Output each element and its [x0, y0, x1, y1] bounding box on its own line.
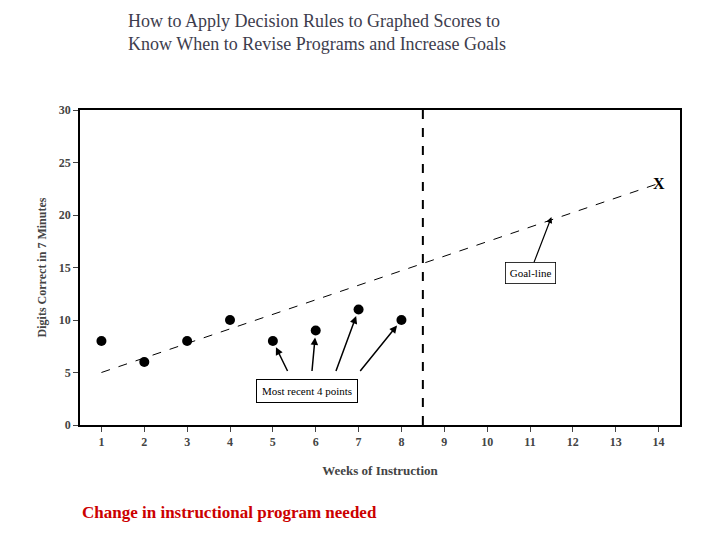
svg-text:3: 3: [184, 435, 190, 449]
svg-text:6: 6: [313, 435, 319, 449]
svg-text:Weeks of Instruction: Weeks of Instruction: [322, 463, 438, 478]
svg-text:14: 14: [653, 435, 665, 449]
svg-text:12: 12: [567, 435, 579, 449]
svg-text:10: 10: [59, 313, 71, 327]
svg-text:5: 5: [65, 366, 71, 380]
svg-text:Most recent 4 points: Most recent 4 points: [262, 385, 352, 397]
svg-text:How to Apply Decision Rules to: How to Apply Decision Rules to Graphed S…: [128, 11, 506, 54]
svg-text:25: 25: [59, 156, 71, 170]
svg-text:4: 4: [227, 435, 233, 449]
svg-text:X: X: [653, 175, 665, 192]
svg-text:13: 13: [610, 435, 622, 449]
svg-text:10: 10: [481, 435, 493, 449]
svg-text:7: 7: [356, 435, 362, 449]
svg-text:Goal-line: Goal-line: [510, 267, 552, 279]
svg-text:20: 20: [59, 208, 71, 222]
svg-text:5: 5: [270, 435, 276, 449]
svg-text:Digits Correct in 7 Minutes: Digits Correct in 7 Minutes: [35, 197, 49, 337]
svg-text:2: 2: [141, 435, 147, 449]
svg-text:1: 1: [98, 435, 104, 449]
svg-text:11: 11: [524, 435, 535, 449]
svg-text:8: 8: [398, 435, 404, 449]
svg-text:30: 30: [59, 103, 71, 117]
svg-text:9: 9: [441, 435, 447, 449]
svg-text:Change in instructional progra: Change in instructional program needed: [82, 503, 377, 522]
svg-text:15: 15: [59, 261, 71, 275]
svg-text:0: 0: [65, 418, 71, 432]
